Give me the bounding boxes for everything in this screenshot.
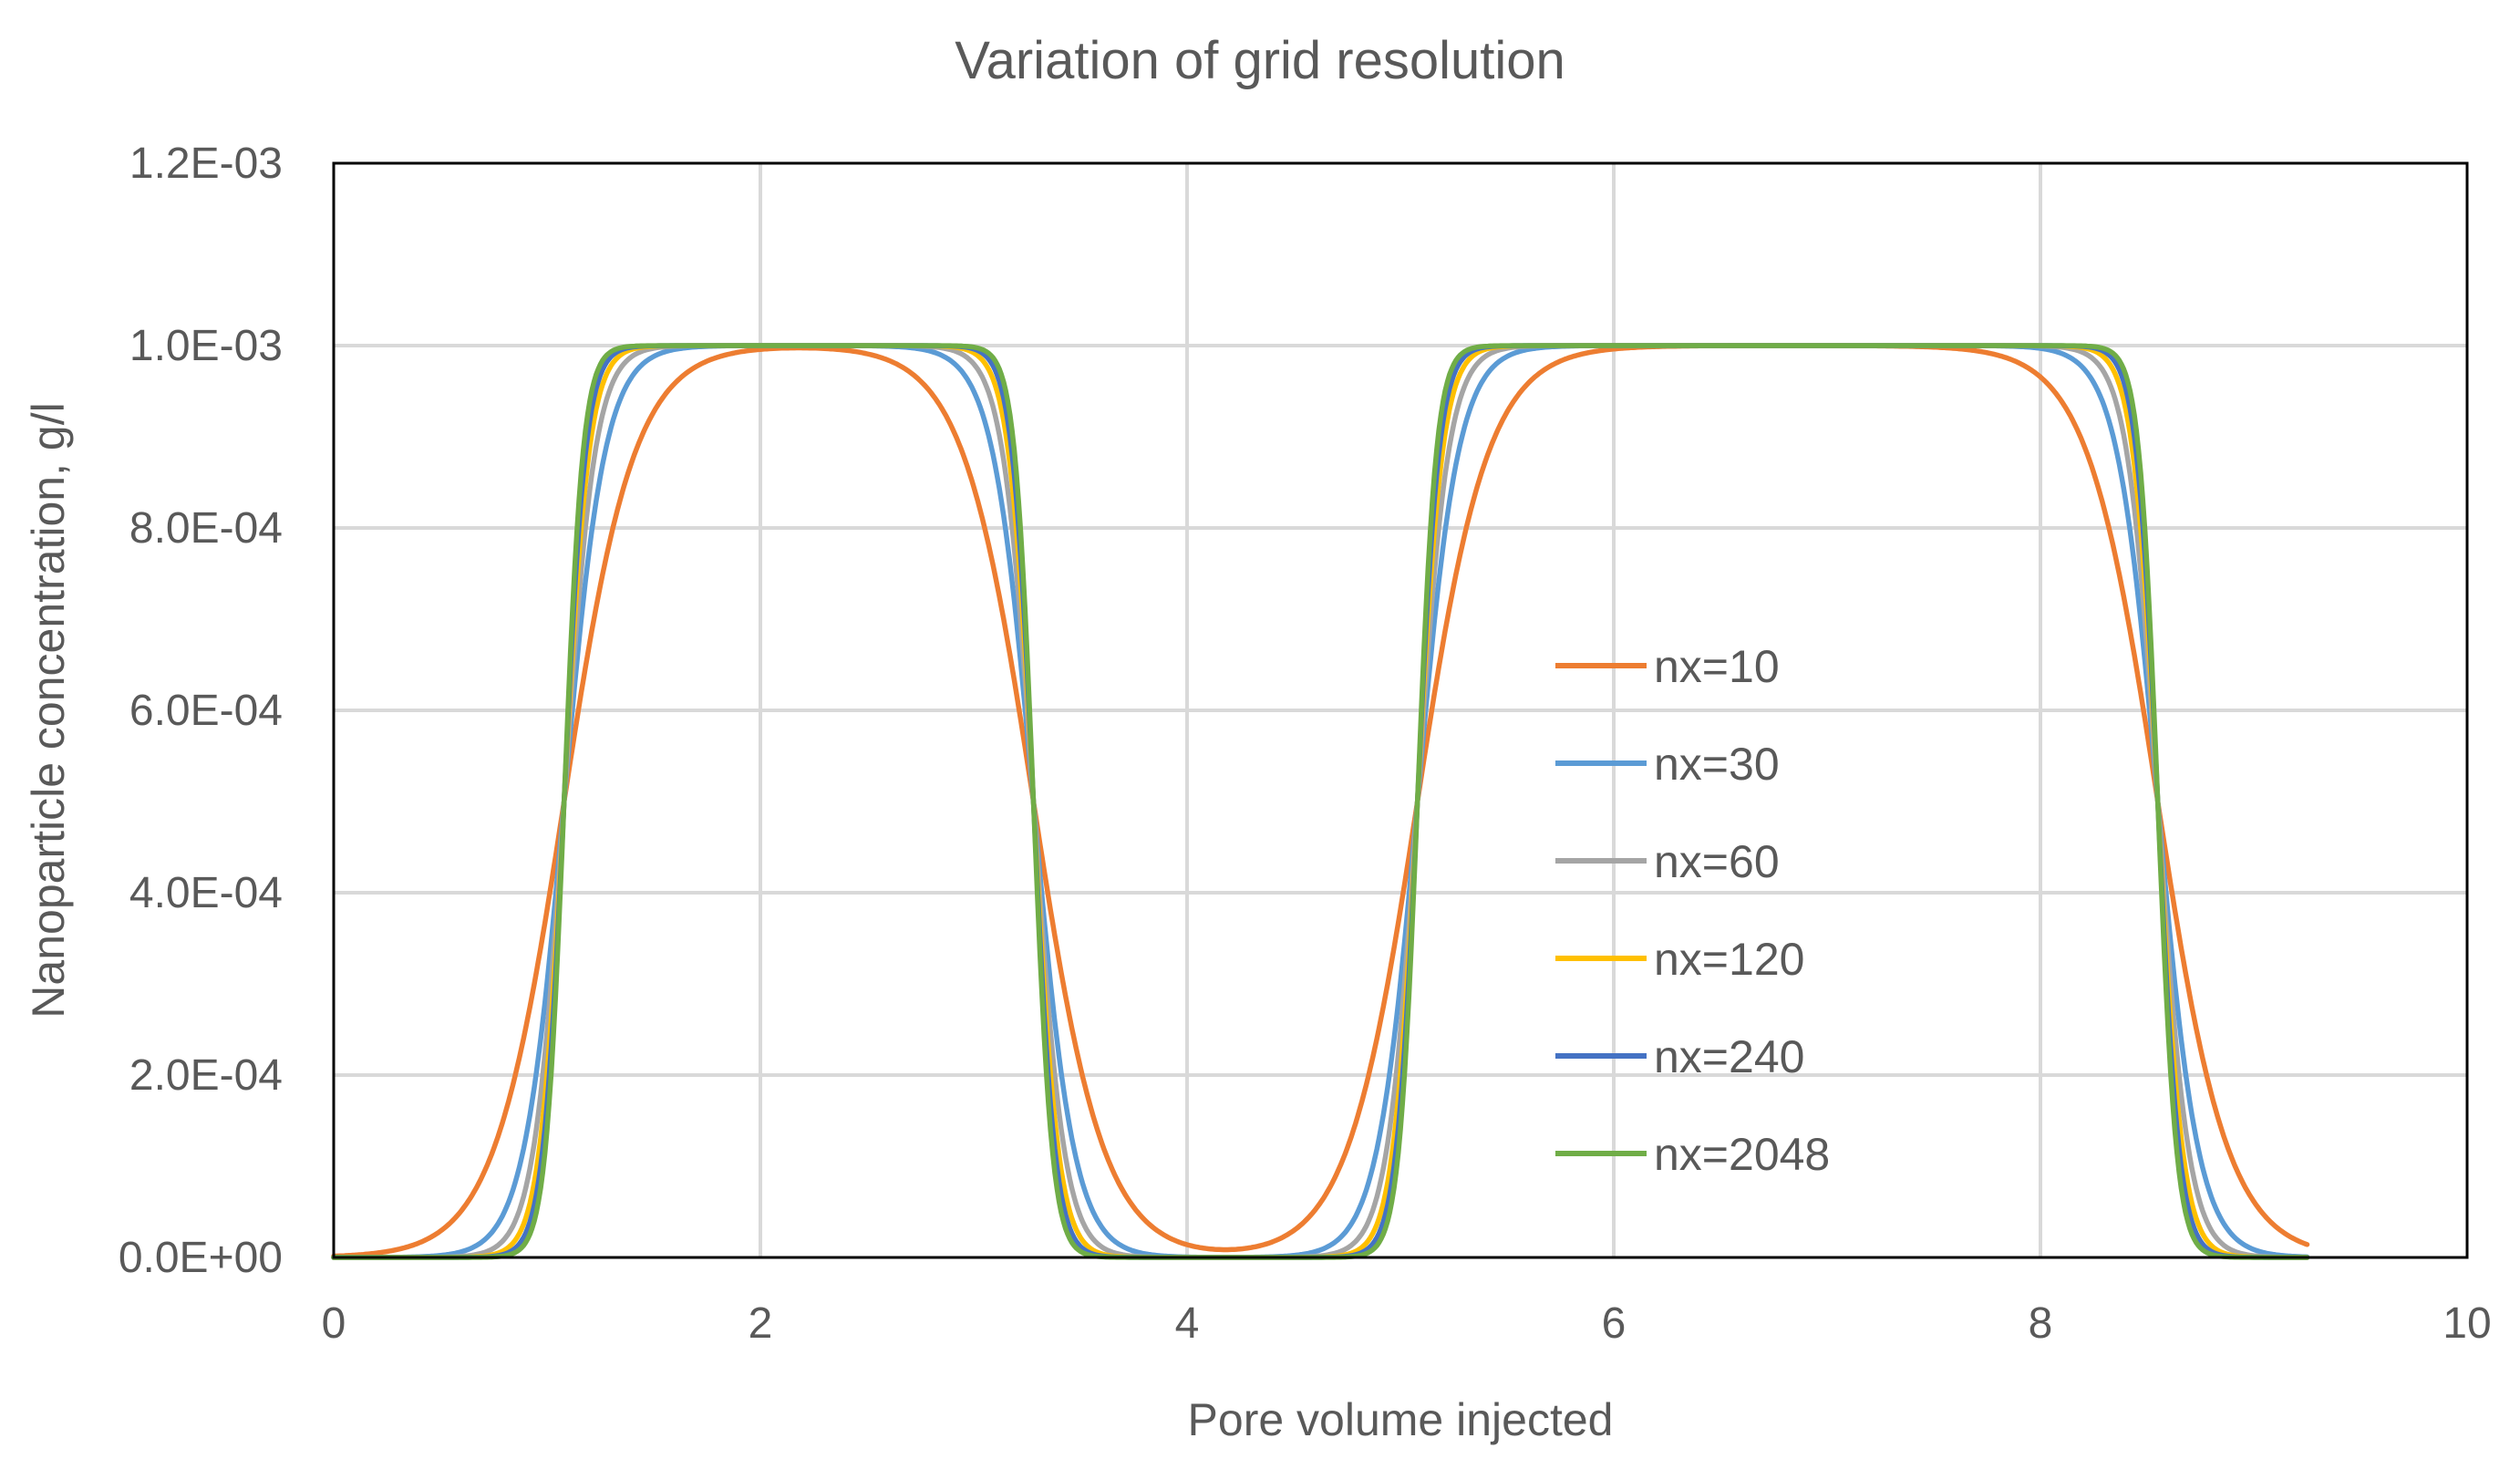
y-tick-label: 2.0E-04 [129, 1051, 283, 1100]
legend: nx=10 nx=30 nx=60 nx=120 nx=240 nx=2048 [1555, 641, 1830, 1180]
x-tick-label: 2 [749, 1299, 773, 1348]
legend-label: nx=10 [1654, 641, 1780, 692]
series-line-nx-120 [331, 343, 2310, 1260]
x-tick-label: 10 [2443, 1299, 2491, 1348]
series-layer [331, 343, 2310, 1260]
y-axis-label: Nanoparticle concentration, g/l [23, 402, 74, 1018]
x-axis-ticks: 0 2 4 6 8 10 [322, 1299, 2492, 1348]
x-tick-label: 8 [2029, 1299, 2053, 1348]
y-axis-ticks: 0.0E+00 2.0E-04 4.0E-04 6.0E-04 8.0E-04 1.0E-… [119, 140, 283, 1282]
x-tick-label: 6 [1602, 1299, 1627, 1348]
y-tick-label: 0.0E+00 [119, 1234, 283, 1282]
x-axis-label: Pore volume injected [1188, 1394, 1614, 1445]
legend-label: nx=240 [1654, 1031, 1804, 1082]
y-tick-label: 1.2E-03 [129, 140, 283, 188]
legend-label: nx=120 [1654, 934, 1804, 985]
x-tick-label: 4 [1175, 1299, 1200, 1348]
legend-label: nx=30 [1654, 739, 1780, 790]
plot-frame [332, 161, 2469, 1259]
series-line-nx-60 [331, 343, 2310, 1260]
legend-label: nx=60 [1654, 836, 1780, 887]
y-tick-label: 6.0E-04 [129, 687, 283, 735]
y-tick-label: 4.0E-04 [129, 869, 283, 917]
series-line-nx-240 [331, 343, 2310, 1260]
legend-label: nx=2048 [1654, 1129, 1830, 1180]
chart-title: Variation of grid resolution [955, 31, 1565, 90]
x-tick-label: 0 [322, 1299, 346, 1348]
series-line-nx-30 [331, 343, 2310, 1260]
y-tick-label: 8.0E-04 [129, 504, 283, 553]
y-tick-label: 1.0E-03 [129, 322, 283, 370]
series-line-nx-2048 [331, 343, 2310, 1260]
series-line-nx-10 [331, 343, 2310, 1259]
